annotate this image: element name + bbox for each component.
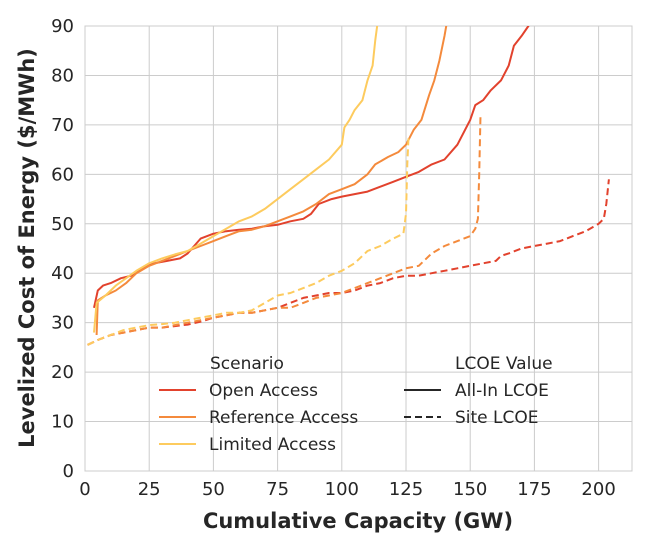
y-tick-label: 10 [51,412,74,433]
series-layer [87,26,610,346]
legend: Scenario LCOE Value Open Access Referenc… [159,354,553,455]
legend-label-open-access: Open Access [209,381,318,401]
x-tick-label: 175 [517,479,551,500]
y-tick-label: 90 [51,16,74,37]
x-tick-label: 50 [202,479,225,500]
series-line-limited-access-site-lcoe [87,134,410,346]
legend-label-site-lcoe: Site LCOE [455,408,539,428]
legend-label-reference-access: Reference Access [209,408,358,428]
y-tick-label: 20 [51,362,74,383]
y-tick-label: 0 [63,461,74,482]
y-tick-label: 30 [51,313,74,334]
x-tick-label: 100 [325,479,359,500]
y-tick-label: 80 [51,65,74,86]
x-tick-label: 75 [266,479,289,500]
legend-lcoe-title: LCOE Value [455,354,553,374]
x-tick-label: 25 [138,479,161,500]
series-line-open-access-site-lcoe [87,179,610,346]
x-tick-label: 0 [79,479,90,500]
x-tick-label: 150 [453,479,487,500]
y-tick-label: 50 [51,214,74,235]
series-line-reference-access-site-lcoe [87,114,482,346]
x-axis-label: Cumulative Capacity (GW) [203,509,513,533]
legend-scenario-title: Scenario [210,354,284,374]
legend-label-limited-access: Limited Access [209,435,336,455]
tick-labels: 0 25 50 75 100 125 150 175 200 0 10 20 30 40 50 60 70 80 9… [51,16,616,500]
series-line-reference-access-all-in-lcoe [95,26,448,336]
legend-label-all-in-lcoe: All-In LCOE [455,381,549,401]
x-tick-label: 125 [389,479,423,500]
grid [84,25,632,472]
series-line-limited-access-all-in-lcoe [93,26,379,333]
y-tick-label: 40 [51,263,74,284]
plot-frame [84,25,633,472]
y-tick-label: 70 [51,115,74,136]
x-tick-label: 200 [581,479,615,500]
y-tick-label: 60 [51,164,74,185]
y-axis-label: Levelized Cost of Energy ($/MWh) [15,48,39,448]
